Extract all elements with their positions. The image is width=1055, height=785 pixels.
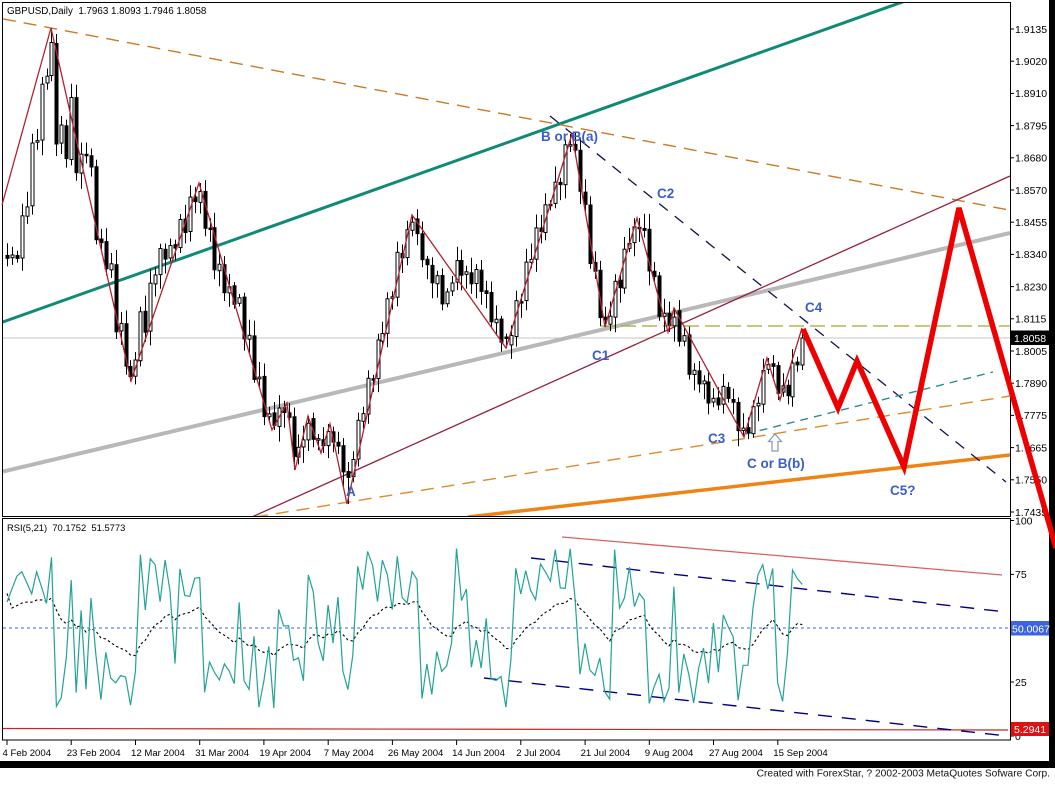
svg-text:GBPUSD,Daily 1.7963 1.8093 1.: GBPUSD,Daily 1.7963 1.8093 1.7946 1.8058 (7, 6, 207, 17)
svg-text:26 May 2004: 26 May 2004 (388, 748, 444, 759)
svg-text:5.2941: 5.2941 (1014, 724, 1046, 736)
svg-text:1.8570: 1.8570 (1015, 185, 1047, 197)
svg-text:2 Jul 2004: 2 Jul 2004 (516, 748, 561, 759)
svg-text:1.8005: 1.8005 (1015, 346, 1047, 358)
svg-text:1.8680: 1.8680 (1015, 153, 1047, 165)
svg-text:RSI(5,21) 70.1752 51.5773: RSI(5,21) 70.1752 51.5773 (7, 522, 125, 533)
svg-text:7 May 2004: 7 May 2004 (324, 748, 375, 759)
svg-text:50.0067: 50.0067 (1012, 624, 1050, 636)
svg-text:1.7665: 1.7665 (1015, 442, 1047, 454)
svg-text:C4: C4 (805, 300, 823, 315)
svg-text:75: 75 (1015, 569, 1027, 581)
svg-text:1.8795: 1.8795 (1015, 120, 1047, 132)
svg-text:21 Jul 2004: 21 Jul 2004 (581, 748, 631, 759)
svg-text:23 Feb 2004: 23 Feb 2004 (67, 748, 122, 759)
svg-text:1.9135: 1.9135 (1015, 24, 1047, 36)
svg-text:B or B(a): B or B(a) (541, 129, 598, 144)
svg-text:1.7435: 1.7435 (1015, 507, 1047, 519)
svg-text:9 Aug 2004: 9 Aug 2004 (645, 748, 694, 759)
svg-text:1.8115: 1.8115 (1015, 314, 1046, 326)
svg-text:31 Mar 2004: 31 Mar 2004 (195, 748, 250, 759)
svg-text:0: 0 (1015, 731, 1021, 743)
svg-text:1.8910: 1.8910 (1015, 88, 1047, 100)
svg-text:27 Aug 2004: 27 Aug 2004 (709, 748, 764, 759)
svg-text:1.8340: 1.8340 (1015, 249, 1047, 261)
svg-text:1.8058: 1.8058 (1014, 333, 1046, 345)
svg-text:12 Mar 2004: 12 Mar 2004 (131, 748, 186, 759)
svg-text:Created with ForexStar, ? 2002: Created with ForexStar, ? 2002-2003 Meta… (757, 769, 1050, 780)
svg-text:100: 100 (1015, 515, 1033, 527)
svg-text:14 Jun 2004: 14 Jun 2004 (452, 748, 505, 759)
svg-text:C or B(b): C or B(b) (747, 456, 805, 471)
svg-text:19 Apr 2004: 19 Apr 2004 (259, 748, 311, 759)
svg-text:1.7890: 1.7890 (1015, 378, 1047, 390)
svg-text:A: A (346, 484, 356, 499)
svg-text:C3: C3 (708, 431, 726, 446)
svg-text:1.8230: 1.8230 (1015, 281, 1047, 293)
svg-text:1.8455: 1.8455 (1015, 217, 1047, 229)
svg-text:C1: C1 (592, 348, 610, 363)
svg-text:25: 25 (1015, 677, 1027, 689)
svg-text:1.7775: 1.7775 (1015, 410, 1047, 422)
svg-text:15 Sep 2004: 15 Sep 2004 (773, 748, 828, 759)
svg-text:1.9020: 1.9020 (1015, 56, 1047, 68)
svg-text:4 Feb 2004: 4 Feb 2004 (3, 748, 52, 759)
svg-text:C2: C2 (657, 186, 674, 201)
svg-text:1.7550: 1.7550 (1015, 475, 1047, 487)
svg-text:C5?: C5? (890, 483, 916, 498)
